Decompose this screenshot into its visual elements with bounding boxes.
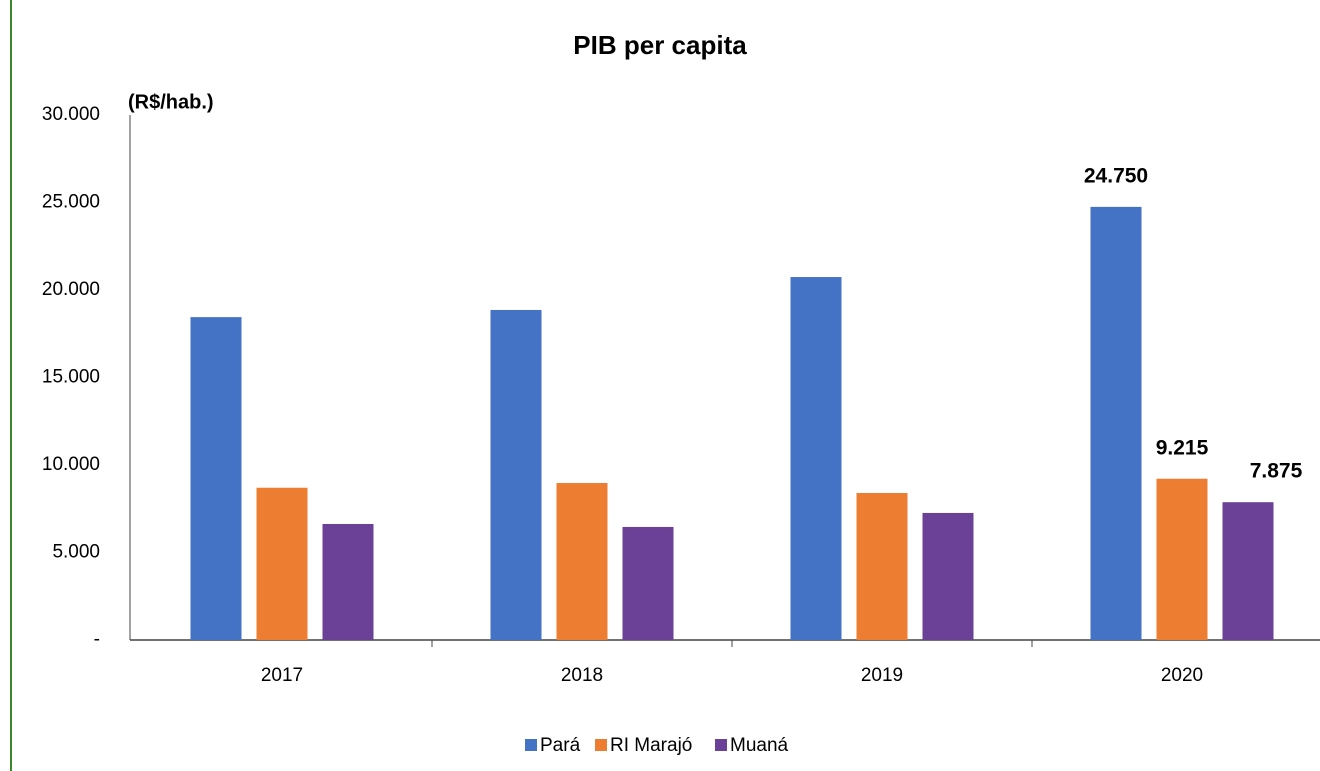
y-tick-label: 10.000	[42, 454, 100, 475]
bar	[922, 512, 974, 640]
x-tick-label: 2017	[261, 665, 303, 686]
bar	[856, 493, 908, 640]
bar	[556, 483, 608, 640]
y-tick-label: 5.000	[52, 542, 100, 563]
chart-title: PIB per capita	[573, 30, 747, 60]
bar	[190, 317, 242, 640]
bar	[1222, 502, 1274, 640]
bar	[490, 309, 542, 640]
x-tick-label: 2018	[561, 665, 603, 686]
y-tick-label: 20.000	[42, 279, 100, 300]
data-label: 24.750	[1084, 164, 1148, 187]
bar	[322, 523, 374, 640]
y-tick-label: 15.000	[42, 367, 100, 388]
legend-label: RI Marajó	[610, 735, 692, 756]
bar	[622, 526, 674, 640]
legend-swatch	[715, 739, 727, 751]
y-tick-label: 25.000	[42, 192, 100, 213]
bar	[256, 487, 308, 640]
x-tick-label: 2019	[861, 665, 903, 686]
legend-swatch	[525, 739, 537, 751]
x-tick-label: 2020	[1161, 665, 1203, 686]
y-axis-label: (R$/hab.)	[128, 91, 214, 113]
data-label: 9.215	[1156, 436, 1209, 459]
bar	[1156, 478, 1208, 640]
bar	[790, 277, 842, 640]
data-label: 7.875	[1250, 460, 1303, 483]
legend-label: Muaná	[730, 735, 789, 756]
y-tick-label: -	[94, 629, 100, 650]
bar	[1090, 206, 1142, 640]
legend-swatch	[595, 739, 607, 751]
legend-label: Pará	[540, 735, 581, 756]
y-tick-label: 30.000	[42, 104, 100, 125]
